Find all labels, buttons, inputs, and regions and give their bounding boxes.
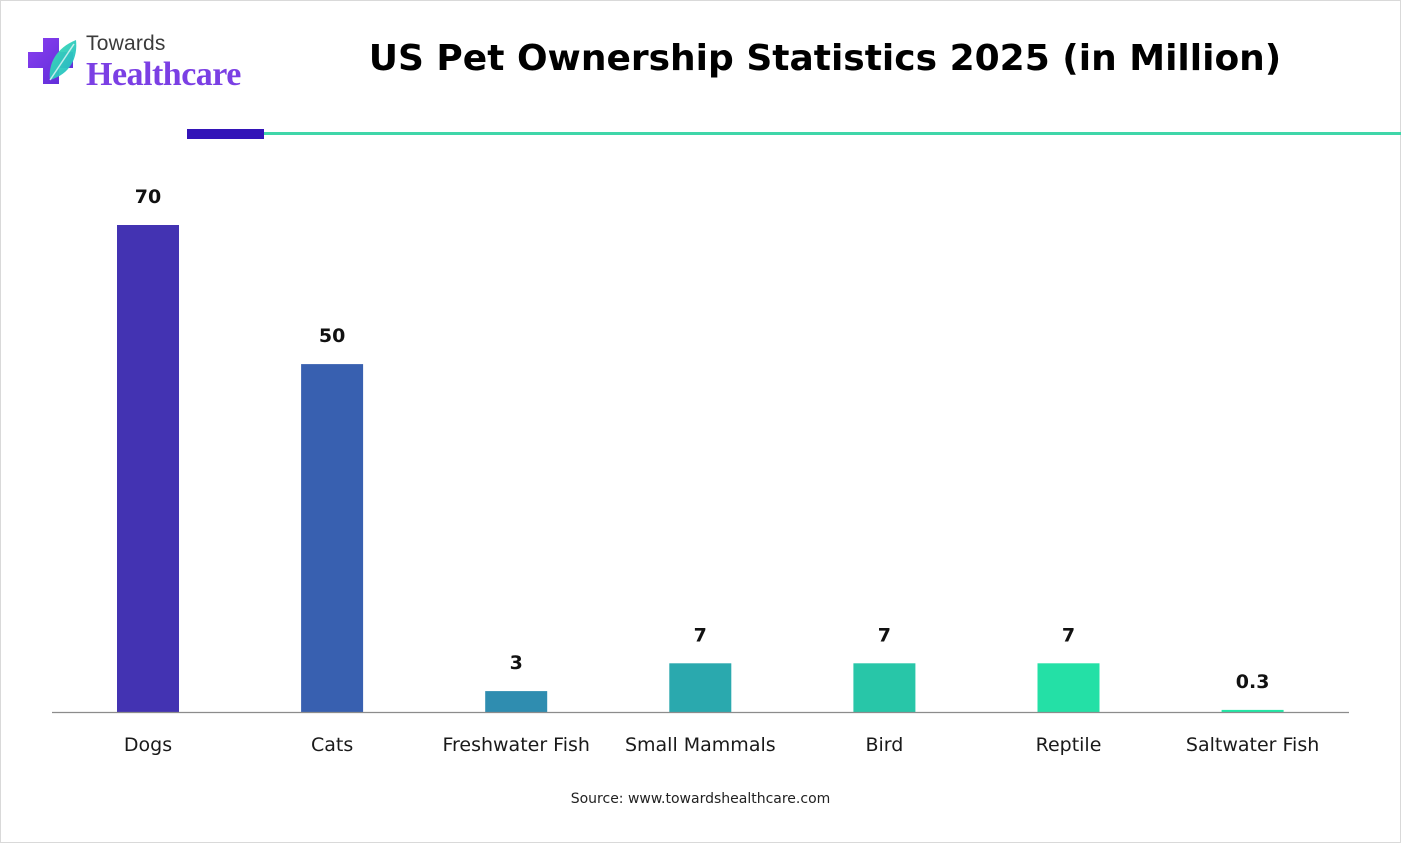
medical-cross-leaf-icon <box>28 38 77 84</box>
data-label: 70 <box>135 186 161 208</box>
title-underline <box>264 132 1401 135</box>
data-label: 0.3 <box>1236 671 1270 693</box>
bar-dogs <box>117 225 179 712</box>
bar-saltwater-fish <box>1221 709 1284 712</box>
x-tick-label: Small Mammals <box>625 734 776 756</box>
brand-towards-text: Towards <box>86 32 166 55</box>
bar-reptile <box>1037 663 1100 712</box>
x-tick-label: Bird <box>865 734 903 756</box>
chart-title: US Pet Ownership Statistics 2025 (in Mil… <box>368 38 1282 79</box>
data-label: 50 <box>319 325 345 347</box>
bar-cats <box>301 364 364 712</box>
bar-small-mammals <box>669 663 732 712</box>
data-label: 7 <box>878 624 891 646</box>
x-tick-label: Saltwater Fish <box>1186 734 1319 756</box>
data-label: 7 <box>1062 624 1075 646</box>
x-tick-label: Dogs <box>124 734 172 756</box>
source-note: Source: www.towardshealthcare.com <box>570 791 831 807</box>
bar-freshwater-fish <box>485 691 548 712</box>
data-label: 7 <box>694 624 707 646</box>
data-label: 3 <box>510 652 523 674</box>
x-tick-label: Freshwater Fish <box>442 734 590 756</box>
bar-bird <box>853 663 916 712</box>
title-accent-bar <box>187 129 264 139</box>
x-tick-label: Reptile <box>1036 734 1102 756</box>
brand-logo: Towards Healthcare <box>26 30 266 100</box>
x-tick-label: Cats <box>311 734 353 756</box>
brand-healthcare-text: Healthcare <box>86 56 241 93</box>
